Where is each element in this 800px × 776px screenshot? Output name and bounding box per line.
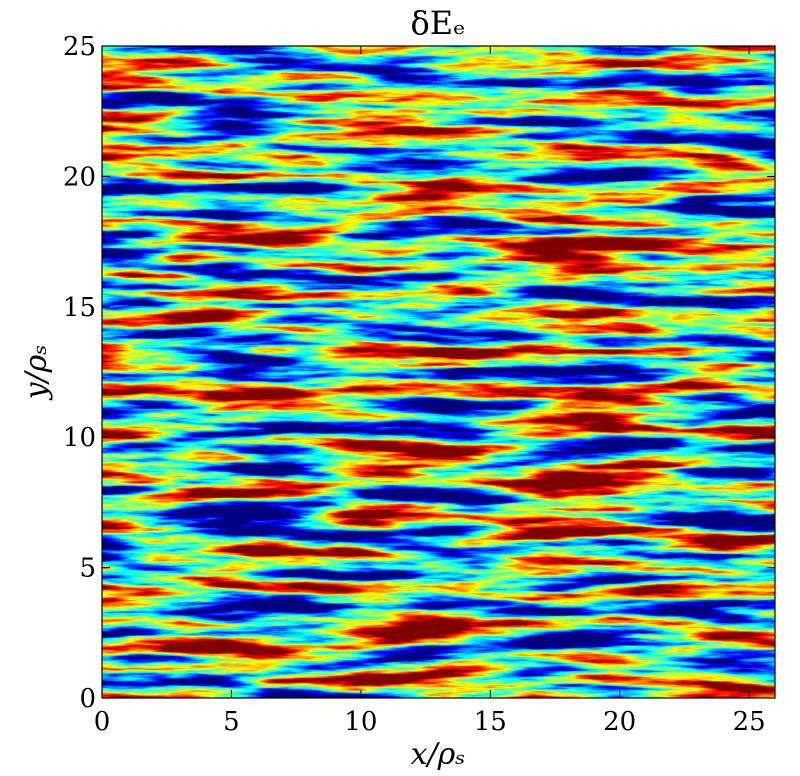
- y-tick-label: 20: [63, 162, 96, 192]
- axes: 0 5 10 15 20 25 0 5 10 15 20 25: [63, 32, 775, 737]
- y-tick-label: 10: [63, 423, 96, 453]
- x-tick-label: 25: [733, 707, 766, 737]
- x-tick-label: 0: [94, 707, 111, 737]
- y-tick-label: 0: [79, 684, 96, 714]
- plot-frame: [101, 45, 776, 699]
- chart-title: δEₑ: [410, 4, 465, 42]
- y-tick-label: 15: [63, 293, 96, 323]
- x-tick-label: 10: [344, 707, 377, 737]
- x-tick-label: 20: [603, 707, 636, 737]
- y-axis-label: y/ρₛ: [19, 345, 54, 402]
- y-tick-label: 25: [63, 32, 96, 62]
- x-tick-label: 5: [223, 707, 240, 737]
- y-tick-label: 5: [79, 554, 96, 584]
- x-axis-label: x/ρₛ: [411, 737, 466, 772]
- x-tick-label: 15: [474, 707, 507, 737]
- heatmap-field: [102, 46, 775, 698]
